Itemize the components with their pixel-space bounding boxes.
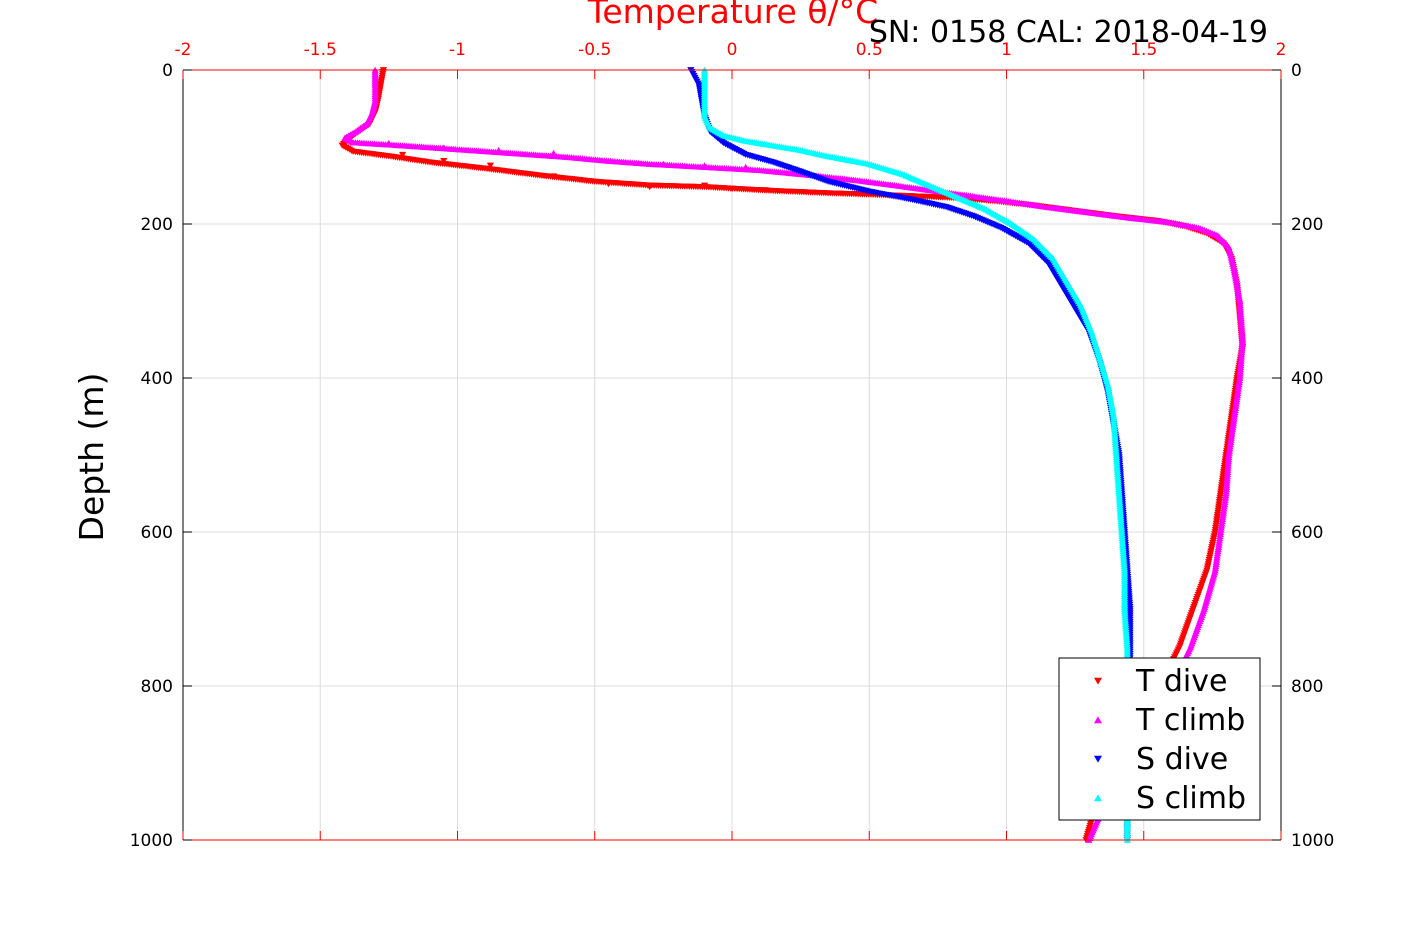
x-tick-label-2: -1 — [449, 40, 466, 60]
y-tick-label-left-2: 400 — [141, 369, 173, 389]
y-tick-label-right-2: 400 — [1291, 369, 1323, 389]
y-tick-label-right-0: 0 — [1291, 61, 1302, 81]
data-point — [761, 187, 769, 194]
data-point — [604, 181, 613, 188]
y-tick-label-left-1: 200 — [141, 215, 173, 235]
y-tick-label-left-3: 600 — [141, 523, 173, 543]
y-tick-label-left-5: 1000 — [130, 831, 173, 851]
y-tick-label-right-3: 600 — [1291, 523, 1323, 543]
data-point — [659, 160, 667, 167]
x-tick-label-4: 0 — [727, 40, 738, 60]
data-point — [495, 146, 503, 153]
legend-marker-3 — [1094, 794, 1102, 802]
legend-marker-1 — [1094, 716, 1102, 724]
legend-label-0: T dive — [1135, 664, 1227, 699]
y-tick-label-left-0: 0 — [162, 61, 173, 81]
series-s-climb — [700, 66, 1131, 843]
legend-label-3: S climb — [1136, 781, 1246, 816]
data-point — [440, 144, 448, 151]
x-tick-label-3: -0.5 — [578, 40, 611, 60]
x-tick-label-8: 2 — [1276, 40, 1287, 60]
legend-label-2: S dive — [1136, 742, 1228, 777]
x-axis-title: Temperature θ/°C — [587, 0, 878, 31]
data-point — [549, 173, 558, 180]
data-point — [646, 184, 654, 191]
chart-subtitle: SN: 0158 CAL: 2018-04-19 — [869, 15, 1268, 50]
y-tick-label-right-1: 200 — [1291, 215, 1323, 235]
legend-label-1: T climb — [1135, 703, 1245, 738]
data-point — [486, 162, 495, 169]
x-tick-label-1: -1.5 — [304, 40, 337, 60]
x-tick-label-6: 1 — [1001, 40, 1012, 60]
data-point — [742, 163, 750, 170]
data-point — [728, 185, 736, 192]
y-tick-label-left-4: 800 — [141, 677, 173, 697]
x-tick-label-0: -2 — [175, 40, 192, 60]
tick-layer: -2 -1.5 -1 -0.5 0 0.5 1 1.5 20200400600800100002… — [130, 40, 1335, 851]
legend: T dive T climb S dive S climb — [1058, 657, 1261, 821]
data-point — [604, 157, 613, 164]
data-point — [385, 139, 393, 147]
y-tick-label-right-5: 1000 — [1291, 831, 1334, 851]
x-tick-label-5: 0.5 — [856, 40, 883, 60]
legend-box — [1058, 657, 1261, 821]
x-tick-label-7: 1.5 — [1130, 40, 1157, 60]
y-axis-title: Depth (m) — [72, 373, 111, 542]
data-point — [700, 182, 709, 189]
legend-marker-2 — [1094, 755, 1102, 763]
data-point — [549, 149, 558, 157]
legend-marker-0 — [1094, 677, 1102, 685]
data-point — [440, 157, 448, 165]
data-point — [700, 162, 709, 169]
y-tick-label-right-4: 800 — [1291, 677, 1323, 697]
data-point — [399, 151, 407, 158]
